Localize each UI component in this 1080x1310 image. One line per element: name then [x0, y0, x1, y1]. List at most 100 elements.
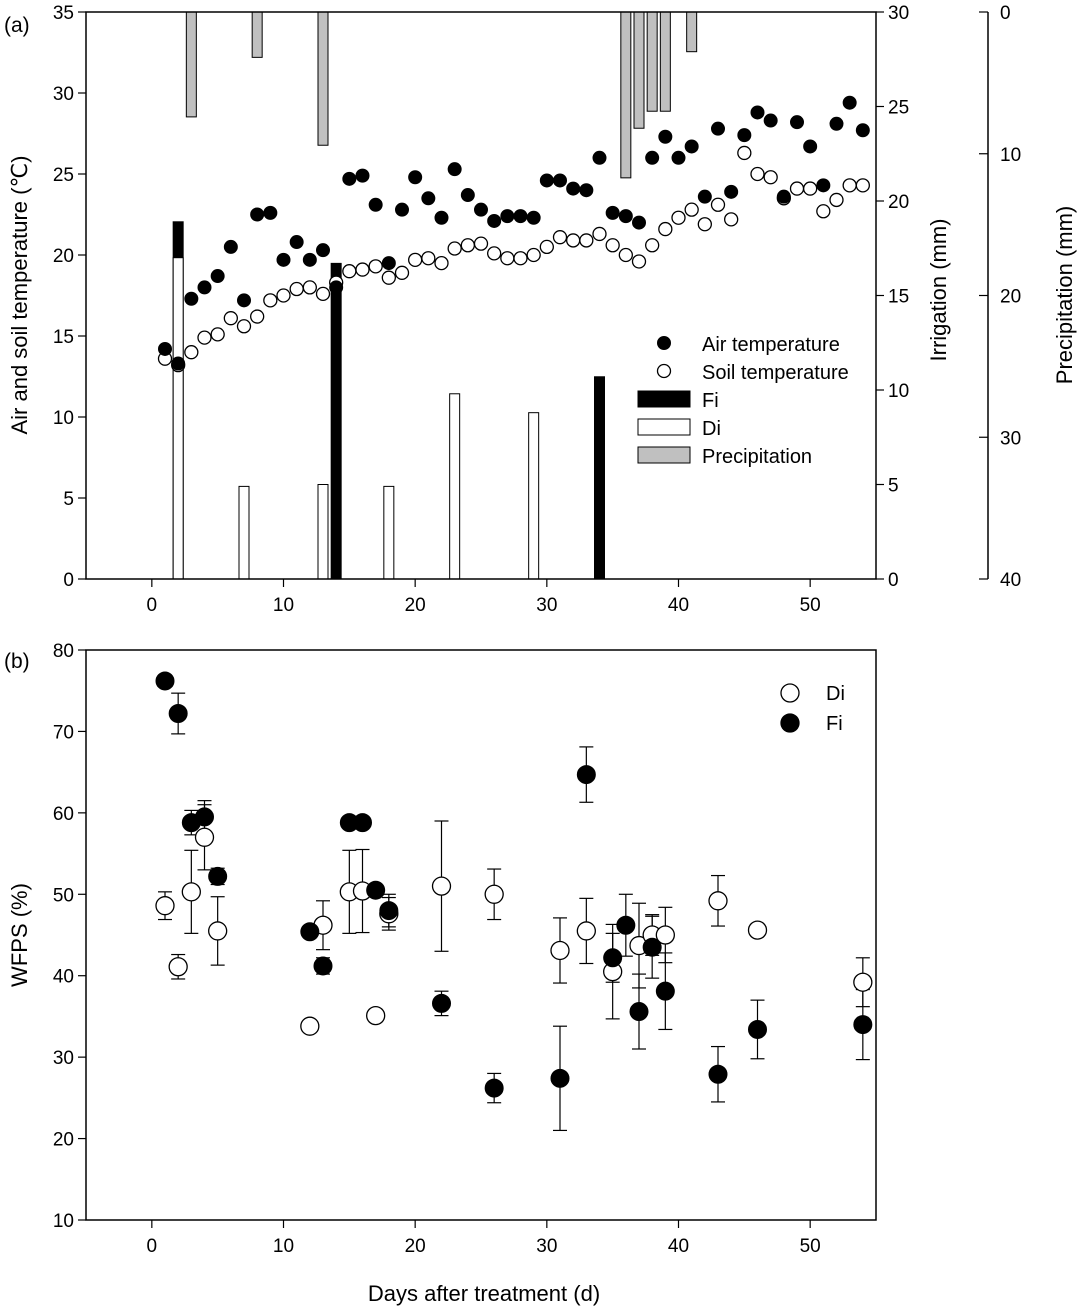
air-temperature-point [302, 252, 317, 267]
soil-temperature-point [750, 166, 765, 182]
legend-label: Di [826, 683, 845, 705]
panel-b-x-tick-label: 30 [536, 1236, 557, 1257]
soil-temperature-point [592, 226, 607, 242]
air-temperature-point [632, 215, 646, 230]
panel-a-irrigation-tick-label: 5 [888, 476, 899, 497]
legend-label: Fi [702, 390, 719, 412]
panel-a-irrigation-tick-label: 0 [888, 570, 899, 591]
air-temperature-point [395, 202, 409, 217]
panel-a-x-tick-label: 0 [147, 595, 158, 616]
soil-temperature-point [710, 197, 726, 212]
fi-wfps-point [616, 915, 636, 935]
air-temperature-point [553, 173, 567, 188]
panel-a-label: (a) [4, 14, 30, 37]
panel-a-precipitation-tick-label: 10 [1000, 145, 1021, 166]
soil-temperature-point [789, 181, 805, 196]
panel-b-x-tick-label: 10 [273, 1236, 294, 1257]
panel-b-y-axis: 10 20 30 40 50 60 70 80 [53, 641, 86, 1232]
legend-di-swatch [637, 418, 691, 436]
panel-a-irrigation-tick-label: 15 [888, 287, 909, 308]
soil-temperature-point [566, 233, 581, 248]
panel-a-legend: Air temperature Soil temperature Fi Di Preci… [637, 334, 849, 468]
fi-wfps-point [655, 981, 675, 1001]
panel-a-y-tick-label: 15 [53, 327, 74, 348]
panel-a-y-tick-label: 0 [63, 570, 74, 591]
fi-wfps-point [629, 1002, 649, 1022]
soil-temperature-point [803, 181, 818, 196]
panel-a-precipitation-axis-label: Precipitation (mm) [1052, 206, 1077, 384]
soil-temperature-point [394, 265, 410, 280]
panel-a-irrigation-tick-label: 10 [888, 381, 909, 402]
air-temperature-point [776, 189, 791, 204]
precipitation-bar [646, 11, 658, 112]
panel-a-precipitation-axis: 0 10 20 30 40 [979, 3, 1021, 591]
fi-bar [594, 376, 605, 580]
legend-precipitation-swatch [637, 446, 691, 464]
panel-a-irrigation-axis-label: Irrigation (mm) [926, 218, 951, 361]
panel-b-x-tick-label: 0 [147, 1236, 158, 1257]
air-temperature-point [355, 168, 370, 183]
air-temperature-point [605, 205, 620, 220]
panel-a-left-y-axis: 0 5 10 15 20 25 30 35 [53, 3, 86, 591]
fi-wfps-point [576, 765, 596, 785]
panel-a-y-tick-label: 20 [53, 246, 74, 267]
fi-wfps-point [642, 937, 662, 957]
precipitation-bar [317, 11, 329, 146]
air-temperature-point [763, 113, 778, 128]
soil-temperature-point [539, 239, 554, 255]
legend-label: Fi [826, 713, 843, 735]
panel-a-precipitation-tick-label: 20 [1000, 287, 1021, 308]
di-wfps-point [853, 972, 873, 992]
panel-a-y-axis-label: Air and soil temperature (℃) [7, 155, 32, 434]
panel-a-y-tick-label: 30 [53, 84, 74, 105]
air-temperature-point [237, 293, 251, 308]
panel-b-y-tick-label: 50 [53, 885, 74, 906]
soil-temperature-point [421, 251, 436, 266]
panel-b-error-bar-layer [158, 692, 870, 1132]
panel-b-x-axis-label: Days after treatment (d) [368, 1281, 600, 1306]
panel-a-irrigation-tick-label: 30 [888, 3, 909, 24]
panel-a-y-tick-label: 35 [53, 3, 74, 24]
fi-wfps-point [313, 956, 333, 976]
soil-temperature-point [250, 309, 265, 324]
soil-temperature-point [579, 233, 594, 248]
soil-temperature-point [210, 327, 225, 342]
air-temperature-point [816, 178, 831, 193]
soil-temperature-point [724, 212, 739, 227]
panel-b-x-axis: 0 10 20 30 40 50 [147, 1220, 821, 1257]
fi-wfps-point [853, 1015, 873, 1035]
fi-wfps-point [708, 1064, 728, 1084]
air-temperature-point [368, 197, 383, 212]
soil-temperature-point [671, 210, 686, 225]
air-temperature-point [460, 188, 475, 203]
di-wfps-point [576, 921, 596, 941]
legend-label: Precipitation [702, 446, 812, 468]
legend-soil-temperature-marker [656, 363, 672, 379]
fi-wfps-point [168, 704, 188, 724]
di-bar [449, 393, 461, 580]
di-bar [383, 485, 395, 580]
air-temperature-point [803, 139, 818, 154]
panel-b-y-tick-label: 20 [53, 1130, 74, 1151]
di-wfps-point [484, 884, 504, 904]
air-temperature-point [500, 209, 515, 224]
di-wfps-point [300, 1016, 320, 1036]
panel-a-irrigation-tick-label: 25 [888, 98, 909, 119]
panel-b-legend: Di Fi [780, 683, 845, 735]
soil-temperature-point [631, 254, 647, 269]
fi-wfps-point [195, 807, 214, 827]
fi-wfps-point [155, 671, 175, 691]
air-temperature-point [342, 171, 357, 186]
di-wfps-point [168, 957, 188, 977]
air-temperature-point [566, 181, 581, 196]
air-temperature-point [421, 191, 436, 206]
soil-temperature-point [223, 311, 238, 326]
air-temperature-point [223, 239, 238, 254]
panel-b-wfps-chart: 0 10 20 30 40 50 10 20 30 40 50 60 70 80 (b) WFPS (%… [4, 641, 877, 1306]
soil-temperature-point [408, 252, 423, 268]
panel-a-y-tick-label: 10 [53, 408, 74, 429]
fi-wfps-point [550, 1068, 570, 1088]
di-wfps-point [708, 891, 728, 911]
legend-di-marker [780, 683, 800, 703]
